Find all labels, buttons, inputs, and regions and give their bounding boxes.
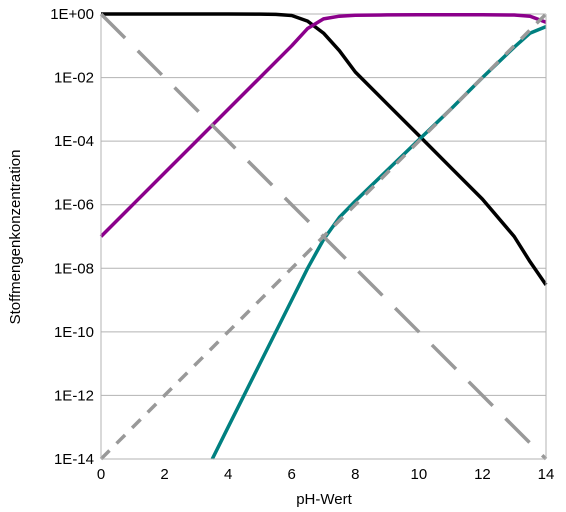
series-lines	[99, 12, 548, 461]
y-tick-label: 1E+00	[50, 6, 94, 23]
x-tick-label: 14	[538, 466, 555, 483]
x-tick-label: 2	[160, 466, 168, 483]
y-tick-label: 1E-02	[54, 70, 94, 87]
y-tick-label: 1E-10	[54, 324, 94, 341]
series-line-2	[99, 12, 547, 238]
x-tick-label: 12	[474, 466, 491, 483]
tick-labels: 1E+00 1E-02 1E-04 1E-06 1E-08 1E-10 1E-12 1E-14…	[50, 6, 554, 483]
y-tick-label: 1E-06	[54, 197, 94, 214]
series-line-3	[210, 24, 547, 460]
y-axis-title: Stoffmengenkonzentration	[7, 150, 24, 325]
axes	[100, 14, 547, 460]
series-line-5	[99, 12, 548, 461]
x-tick-label: 0	[97, 466, 105, 483]
x-tick-label: 10	[411, 466, 428, 483]
x-axis-title: pH-Wert	[296, 491, 352, 508]
grid-lines	[101, 13, 546, 460]
x-tick-label: 4	[224, 466, 232, 483]
y-tick-label: 1E-08	[54, 260, 94, 277]
y-tick-label: 1E-04	[54, 133, 94, 150]
series-line-1	[101, 12, 548, 286]
x-tick-label: 8	[351, 466, 359, 483]
x-tick-label: 6	[288, 466, 296, 483]
y-tick-label: 1E-12	[54, 387, 94, 404]
y-tick-label: 1E-14	[54, 451, 94, 468]
